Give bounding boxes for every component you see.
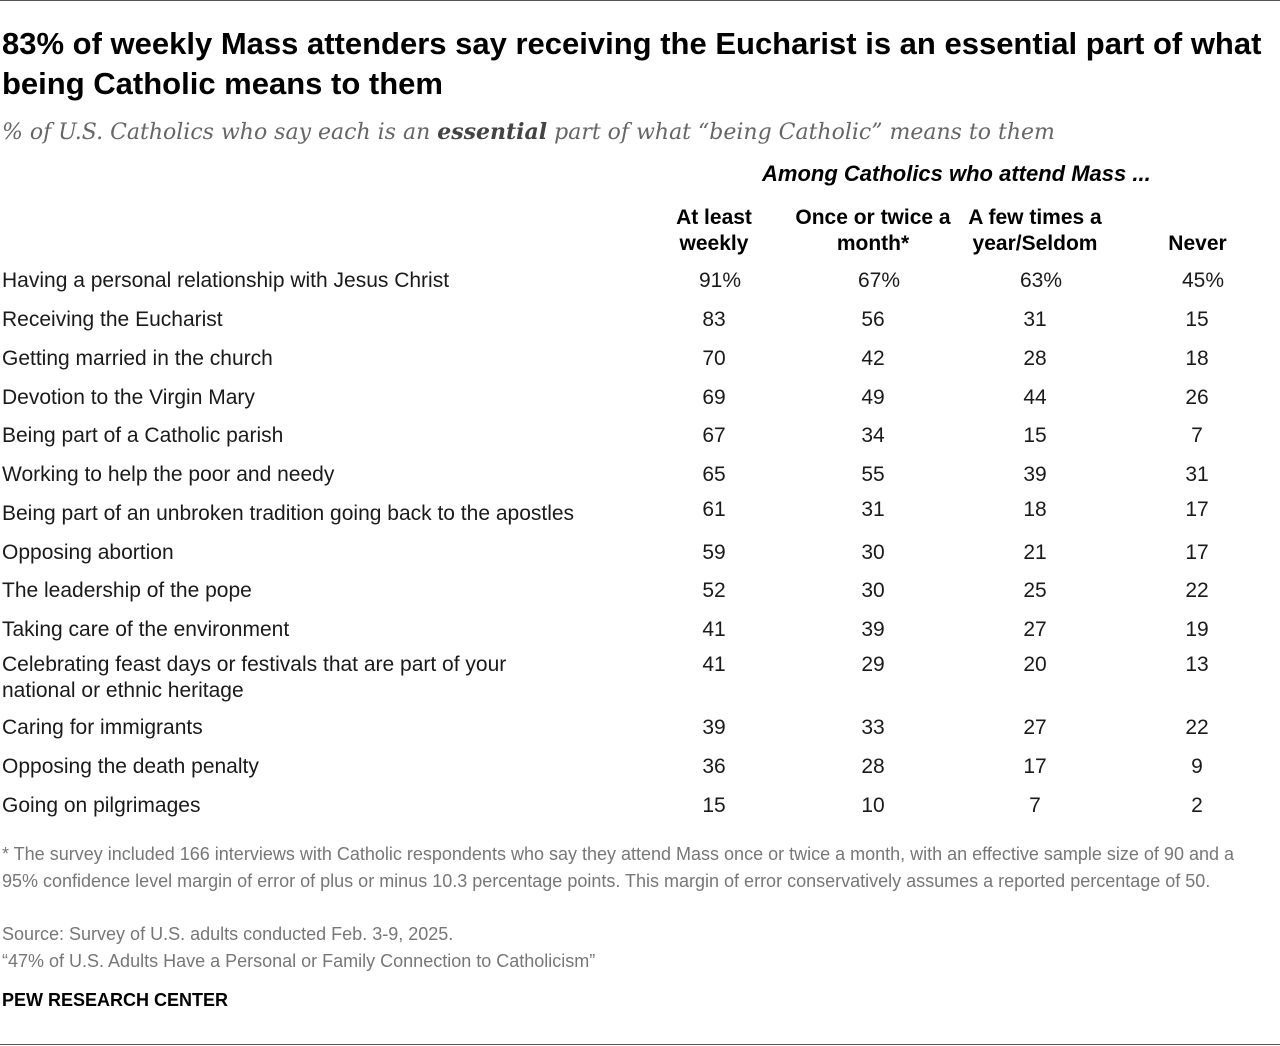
report-title-note: “47% of U.S. Adults Have a Personal or F… xyxy=(2,951,596,971)
table-cell: 22 xyxy=(1185,579,1209,602)
table-cell: 28 xyxy=(1023,347,1047,370)
table-cell: 15 xyxy=(1023,424,1047,447)
table-cell: 28 xyxy=(861,755,885,778)
table-cell: 70 xyxy=(702,347,726,370)
table-cell: 25 xyxy=(1023,579,1047,602)
row-label: Opposing the death penalty xyxy=(2,755,259,778)
table-cell: 31 xyxy=(1023,308,1047,331)
table-cell: 27 xyxy=(1023,618,1047,641)
subtitle-after: part of what “being Catholic” means to t… xyxy=(547,120,1055,145)
table-cell: 67 xyxy=(702,424,726,447)
table-cell: 31 xyxy=(861,498,885,521)
table-cell: 63% xyxy=(1019,269,1063,292)
table-cell: 41 xyxy=(702,618,726,641)
row-label: Getting married in the church xyxy=(2,347,273,370)
chart-subtitle: % of U.S. Catholics who say each is an e… xyxy=(2,117,1055,148)
subtitle-emphasis: essential xyxy=(437,119,548,145)
table-cell: 67% xyxy=(857,269,901,292)
table-cell: 17 xyxy=(1023,755,1047,778)
table-cell: 17 xyxy=(1185,498,1209,521)
table-cell: 39 xyxy=(1023,463,1047,486)
table-cell: 18 xyxy=(1185,347,1209,370)
row-label: Celebrating feast days or festivals that… xyxy=(2,653,507,702)
table-cell: 29 xyxy=(861,653,885,676)
table-cell: 33 xyxy=(861,716,885,739)
table-cell: 30 xyxy=(861,541,885,564)
row-label: Receiving the Eucharist xyxy=(2,308,223,331)
bottom-rule xyxy=(0,1044,1280,1045)
table-cell: 39 xyxy=(861,618,885,641)
table-cell: 41 xyxy=(702,653,726,676)
table-cell: 21 xyxy=(1023,541,1047,564)
table-cell: 52 xyxy=(702,579,726,602)
table-cell: 7 xyxy=(1029,794,1041,817)
table-cell: 61 xyxy=(702,498,726,521)
table-cell: 55 xyxy=(861,463,885,486)
table-cell: 10 xyxy=(861,794,885,817)
column-header-4: Never xyxy=(1168,232,1227,255)
footnote: * The survey included 166 interviews wit… xyxy=(2,844,1234,891)
table-cell: 49 xyxy=(861,386,885,409)
table-cell: 42 xyxy=(861,347,885,370)
table-cell: 9 xyxy=(1191,755,1203,778)
table-cell: 91% xyxy=(698,269,742,292)
row-label: Having a personal relationship with Jesu… xyxy=(2,269,450,292)
row-label: Going on pilgrimages xyxy=(2,794,201,817)
row-label: Taking care of the environment xyxy=(2,618,290,641)
pew-logo-text: PEW RESEARCH CENTER xyxy=(2,990,229,1010)
chart-title: 83% of weekly Mass attenders say receivi… xyxy=(2,26,1262,101)
table-cell: 83 xyxy=(702,308,726,331)
row-label: Working to help the poor and needy xyxy=(2,463,335,486)
table-cell: 7 xyxy=(1191,424,1203,447)
table-cell: 45% xyxy=(1181,269,1225,292)
subtitle-before: % of U.S. Catholics who say each is an xyxy=(2,120,438,145)
table-cell: 22 xyxy=(1185,716,1209,739)
row-label: The leadership of the pope xyxy=(2,579,252,602)
table-cell: 15 xyxy=(702,794,726,817)
row-label: Being part of a Catholic parish xyxy=(2,424,284,447)
column-header-1: At least weekly xyxy=(676,206,752,255)
table-cell: 31 xyxy=(1185,463,1209,486)
row-label: Caring for immigrants xyxy=(2,716,203,739)
table-cell: 20 xyxy=(1023,653,1047,676)
row-label: Opposing abortion xyxy=(2,541,174,564)
table-cell: 69 xyxy=(702,386,726,409)
source-note: Source: Survey of U.S. adults conducted … xyxy=(2,924,454,944)
table-cell: 36 xyxy=(702,755,726,778)
column-header-2: Once or twice a month* xyxy=(795,206,951,255)
table-cell: 17 xyxy=(1185,541,1209,564)
table-cell: 13 xyxy=(1185,653,1209,676)
table-cell: 2 xyxy=(1191,794,1203,817)
table-cell: 30 xyxy=(861,579,885,602)
column-header-3: A few times a year/Seldom xyxy=(968,206,1102,255)
table-cell: 34 xyxy=(861,424,885,447)
table-cell: 56 xyxy=(861,308,885,331)
top-rule xyxy=(0,0,1280,1)
table-cell: 18 xyxy=(1023,498,1047,521)
row-label: Being part of an unbroken tradition goin… xyxy=(2,502,575,525)
table-cell: 65 xyxy=(702,463,726,486)
table-cell: 15 xyxy=(1185,308,1209,331)
column-group-header: Among Catholics who attend Mass ... xyxy=(762,161,1151,186)
table-cell: 27 xyxy=(1023,716,1047,739)
table-cell: 59 xyxy=(702,541,726,564)
table-cell: 39 xyxy=(702,716,726,739)
row-label: Devotion to the Virgin Mary xyxy=(2,386,255,409)
table-cell: 19 xyxy=(1185,618,1209,641)
table-cell: 26 xyxy=(1185,386,1209,409)
table-cell: 44 xyxy=(1023,386,1047,409)
